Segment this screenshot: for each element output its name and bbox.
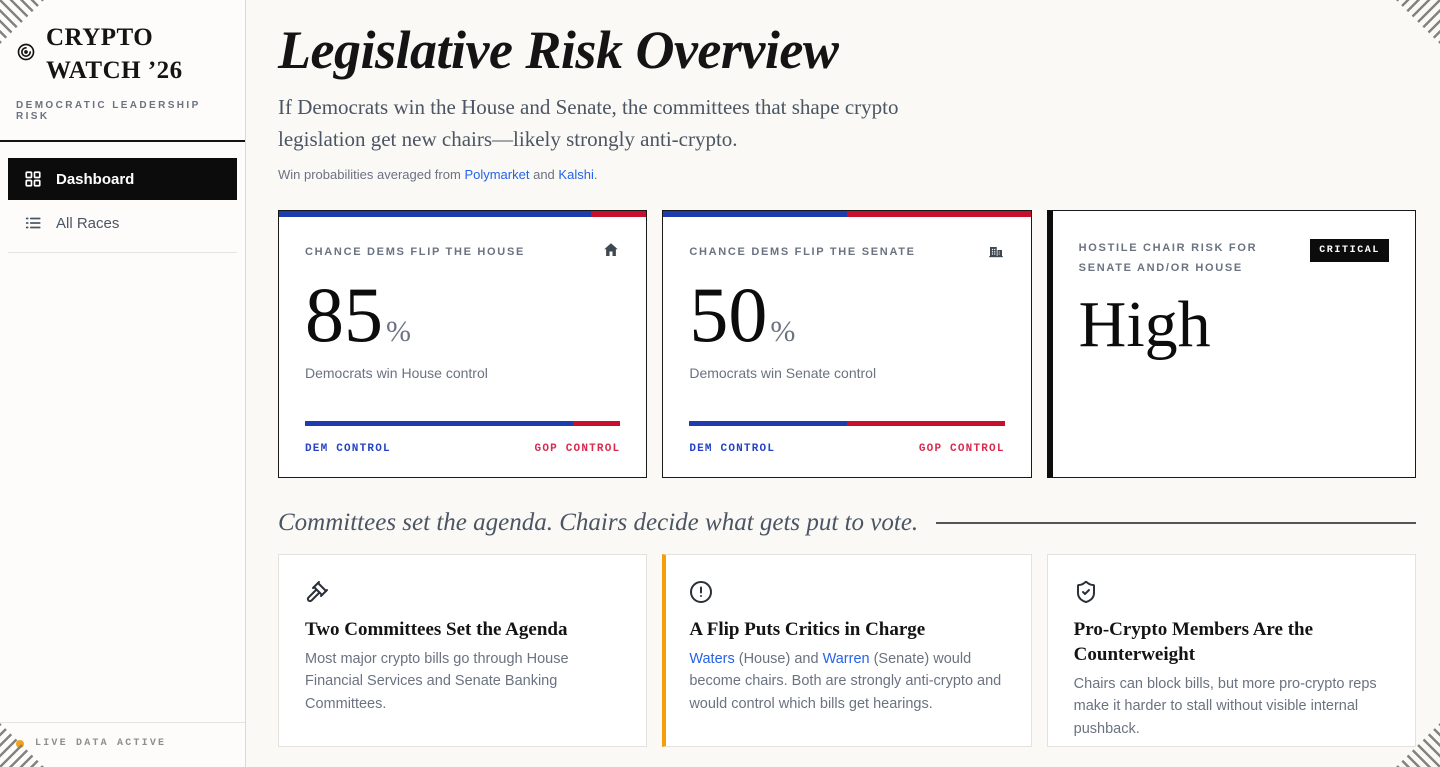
info-card-text: Chairs can block bills, but more pro-cry… <box>1073 675 1377 737</box>
info-card-body: Chairs can block bills, but more pro-cry… <box>1074 673 1389 740</box>
source-prefix: Win probabilities averaged from <box>278 167 461 183</box>
flip-critics-info-card: A Flip Puts Critics in Charge Waters (Ho… <box>662 554 1032 748</box>
stat-unit: % <box>386 315 411 349</box>
stat-card-label: CHANCE DEMS FLIP THE HOUSE <box>305 246 526 259</box>
house-icon <box>602 241 620 264</box>
alert-circle-icon <box>689 579 1004 605</box>
party-split-strip <box>663 211 1031 218</box>
source-and: and <box>533 167 555 183</box>
dem-strip-segment <box>663 211 847 218</box>
house-flip-card: CHANCE DEMS FLIP THE HOUSE 85% Democrats… <box>278 210 648 479</box>
sidebar-item-all-races[interactable]: All Races <box>8 202 237 244</box>
stat-description: Democrats win House control <box>305 365 488 382</box>
live-status-dot-icon <box>16 739 24 748</box>
sidebar: CRYPTO WATCH ’26 DEMOCRATIC LEADERSHIP R… <box>0 0 246 767</box>
committees-info-card: Two Committees Set the Agenda Most major… <box>278 554 648 748</box>
page-subtitle: If Democrats win the House and Senate, t… <box>278 95 899 152</box>
info-card-title: A Flip Puts Critics in Charge <box>689 619 926 641</box>
critical-badge: CRITICAL <box>1310 239 1389 263</box>
stat-value: 50% <box>689 276 1004 354</box>
counterweight-info-card: Pro-Crypto Members Are the Counterweight… <box>1046 554 1416 748</box>
gop-bar-segment <box>846 421 1005 427</box>
warren-link[interactable]: Warren <box>822 650 870 667</box>
app-subtitle: DEMOCRATIC LEADERSHIP RISK <box>16 100 201 122</box>
risk-level-value: High <box>1078 287 1211 361</box>
info-card-title: Pro-Crypto Members Are the Counterweight <box>1073 619 1314 665</box>
risk-card-label: HOSTILE CHAIR RISK FOR SENATE AND/OR HOU… <box>1078 242 1258 274</box>
gop-strip-segment <box>846 211 1031 218</box>
dem-bar-segment <box>305 421 574 427</box>
info-card-text: (House) and <box>734 650 823 667</box>
stat-number: 85 <box>305 271 383 359</box>
waters-link[interactable]: Waters <box>689 650 735 667</box>
dem-control-label: DEM CONTROL <box>305 443 391 456</box>
stat-card-grid: CHANCE DEMS FLIP THE HOUSE 85% Democrats… <box>278 210 1416 479</box>
target-icon <box>16 42 36 67</box>
party-split-strip <box>279 211 647 218</box>
info-card-text: Most major crypto bills go through House… <box>305 650 569 712</box>
info-card-text: (Senate) would become chairs. Both are s… <box>689 650 1002 712</box>
polymarket-link[interactable]: Polymarket <box>464 167 530 183</box>
sidebar-item-label: Dashboard <box>56 170 135 188</box>
page-title: Legislative Risk Overview <box>278 20 839 80</box>
dem-strip-segment <box>279 211 592 218</box>
stat-card-label: CHANCE DEMS FLIP THE SENATE <box>689 246 916 259</box>
control-probability-bar <box>689 421 1005 427</box>
senate-flip-card: CHANCE DEMS FLIP THE SENATE 50% Democrat… <box>662 210 1032 479</box>
grid-icon <box>24 170 42 188</box>
gop-control-label: GOP CONTROL <box>918 443 1005 456</box>
hostile-chair-risk-card: HOSTILE CHAIR RISK FOR SENATE AND/OR HOU… <box>1046 210 1416 479</box>
shield-check-icon <box>1074 579 1389 605</box>
sidebar-item-label: All Races <box>56 214 120 232</box>
stat-value: 85% <box>305 276 620 354</box>
gop-control-label: GOP CONTROL <box>534 443 621 456</box>
info-card-grid: Two Committees Set the Agenda Most major… <box>278 554 1416 748</box>
sidebar-item-dashboard[interactable]: Dashboard <box>8 158 237 200</box>
info-card-title: Two Committees Set the Agenda <box>305 619 568 641</box>
dem-bar-segment <box>689 421 847 427</box>
list-icon <box>24 214 42 232</box>
app-logo-block: CRYPTO WATCH ’26 DEMOCRATIC LEADERSHIP R… <box>0 0 245 142</box>
info-card-body: Waters (House) and Warren (Senate) would… <box>689 648 1004 715</box>
live-status-label: LIVE DATA ACTIVE <box>35 738 167 749</box>
app-title: CRYPTO WATCH ’26 <box>46 24 183 84</box>
source-period: . <box>593 167 598 183</box>
stat-number: 50 <box>689 271 768 359</box>
stat-unit: % <box>770 315 796 349</box>
live-data-status: LIVE DATA ACTIVE <box>0 722 245 767</box>
stat-description: Democrats win Senate control <box>689 365 877 382</box>
kalshi-link[interactable]: Kalshi <box>558 167 594 183</box>
control-probability-bar <box>305 421 621 427</box>
dem-control-label: DEM CONTROL <box>689 443 776 456</box>
section-heading-row: Committees set the agenda. Chairs decide… <box>278 509 1416 537</box>
section-divider-line <box>936 522 1416 525</box>
bank-icon <box>987 241 1005 264</box>
sidebar-nav: Dashboard All Races <box>8 158 237 253</box>
gop-strip-segment <box>591 211 647 218</box>
data-source-note: Win probabilities averaged from Polymark… <box>278 167 1416 182</box>
main-content: Legislative Risk Overview If Democrats w… <box>246 0 1440 767</box>
gavel-icon <box>305 579 620 605</box>
info-card-body: Most major crypto bills go through House… <box>305 648 620 715</box>
gop-bar-segment <box>573 421 621 427</box>
section-heading: Committees set the agenda. Chairs decide… <box>278 509 919 537</box>
